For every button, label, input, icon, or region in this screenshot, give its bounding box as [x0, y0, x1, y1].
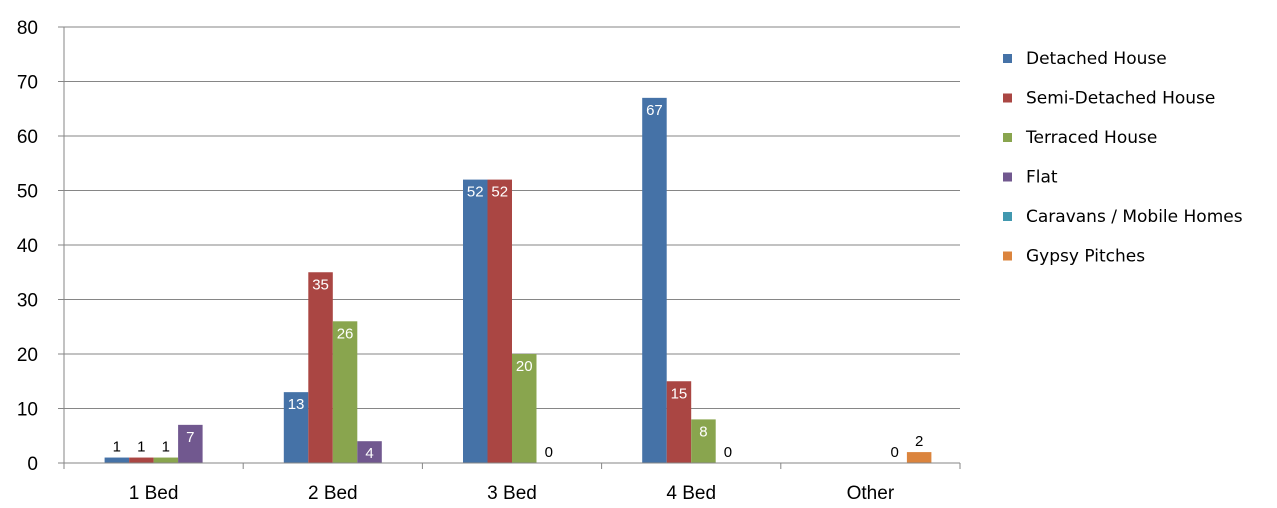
data-label-detached-house-2-bed: 13 [288, 396, 305, 413]
y-axis-ticks: 0 10 20 30 40 50 60 70 80 [17, 18, 64, 475]
bar-terraced-house-3-bed [512, 354, 537, 463]
y-tick-label-50: 50 [17, 182, 38, 203]
bar-terraced-house-1-bed [153, 457, 179, 463]
bar-flat-1-bed [178, 424, 203, 463]
legend-label-detached-house: Detached House [1026, 49, 1167, 69]
data-label-flat-4-bed: 0 [724, 444, 732, 461]
y-tick-label-40: 40 [17, 236, 38, 257]
y-tick-label-10: 10 [17, 400, 38, 421]
data-label-flat-2-bed: 4 [365, 445, 373, 462]
legend-swatch-detached-house [1003, 54, 1012, 63]
data-label-flat-3-bed: 0 [545, 444, 553, 461]
data-label-terraced-house-3-bed: 20 [516, 358, 533, 375]
data-label-semi-detached-house-4-bed: 15 [671, 385, 688, 402]
legend-label-terraced-house: Terraced House [1025, 128, 1157, 148]
x-tick-label-2-bed: 2 Bed [308, 483, 358, 504]
data-label-semi-detached-house-1-bed: 1 [137, 439, 145, 456]
data-label-detached-house-4-bed: 67 [646, 102, 663, 119]
data-label-caravans-mobile-homes-other: 0 [890, 444, 898, 461]
x-tick-label-4-bed: 4 Bed [666, 483, 716, 504]
legend-swatch-flat [1003, 172, 1012, 182]
legend-swatch-caravans-mobile-homes [1003, 212, 1012, 221]
data-label-semi-detached-house-3-bed: 52 [491, 184, 508, 201]
data-label-terraced-house-2-bed: 26 [337, 325, 354, 342]
data-label-flat-1-bed: 7 [186, 429, 194, 446]
legend-label-flat: Flat [1026, 168, 1058, 188]
bar-semi-detached-house-2-bed [308, 272, 333, 463]
bar-flat-2-bed [357, 441, 382, 463]
bar-semi-detached-house-4-bed [666, 381, 692, 463]
data-label-terraced-house-1-bed: 1 [162, 439, 170, 456]
bar-terraced-house-2-bed [332, 321, 358, 463]
legend-label-gypsy-pitches: Gypsy Pitches [1026, 247, 1145, 267]
legend-swatch-semi-detached-house [1003, 93, 1012, 103]
data-label-detached-house-1-bed: 1 [113, 439, 121, 456]
bars [104, 97, 932, 463]
bar-detached-house-1-bed [104, 457, 130, 463]
bar-gypsy-pitches-other [906, 452, 932, 463]
y-tick-label-20: 20 [17, 345, 38, 366]
bar-terraced-house-4-bed [691, 419, 716, 463]
y-tick-label-30: 30 [17, 291, 38, 312]
bar-detached-house-4-bed [642, 97, 667, 463]
x-axis-ticks: 1 Bed 2 Bed 3 Bed 4 Bed Other [63, 463, 961, 504]
x-tick-label-other: Other [847, 483, 895, 504]
data-label-gypsy-pitches-other: 2 [915, 433, 923, 450]
bar-semi-detached-house-3-bed [487, 179, 512, 463]
data-label-detached-house-3-bed: 52 [467, 184, 484, 201]
bar-detached-house-2-bed [283, 392, 309, 463]
y-tick-label-80: 80 [17, 18, 38, 39]
legend-label-caravans-mobile-homes: Caravans / Mobile Homes [1026, 207, 1243, 227]
data-label-terraced-house-4-bed: 8 [699, 423, 707, 440]
legend-label-semi-detached-house: Semi-Detached House [1026, 89, 1215, 109]
x-tick-label-3-bed: 3 Bed [487, 483, 537, 504]
x-tick-label-1-bed: 1 Bed [129, 483, 179, 504]
bar-semi-detached-house-1-bed [129, 457, 154, 463]
legend-swatch-terraced-house [1003, 133, 1012, 142]
y-tick-label-60: 60 [17, 127, 38, 148]
data-label-semi-detached-house-2-bed: 35 [312, 276, 329, 293]
legend: Detached House Semi-Detached House Terrace… [1003, 49, 1243, 267]
bar-detached-house-3-bed [463, 179, 488, 463]
legend-swatch-gypsy-pitches [1003, 251, 1012, 261]
y-tick-label-0: 0 [27, 454, 38, 475]
y-tick-label-70: 70 [17, 73, 38, 94]
